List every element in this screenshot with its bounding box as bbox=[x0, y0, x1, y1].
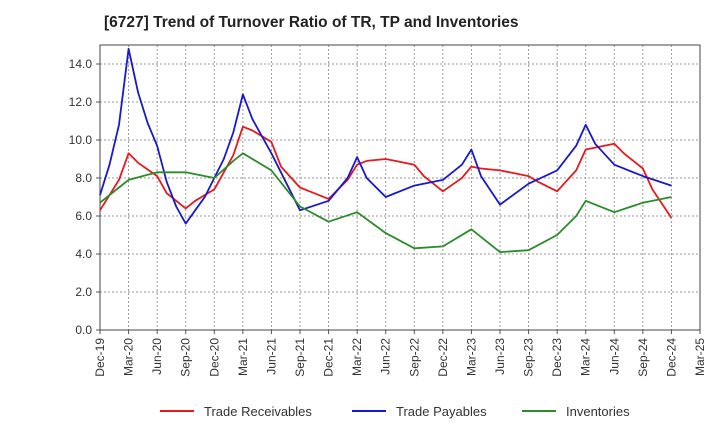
series-lines bbox=[99, 47, 673, 254]
y-tick-label: 0.0 bbox=[75, 323, 92, 337]
series-line-trade-payables bbox=[99, 47, 672, 225]
gridlines bbox=[100, 45, 700, 330]
x-tick-label: Sep-22 bbox=[407, 338, 421, 377]
x-tick-label: Mar-25 bbox=[693, 338, 707, 376]
series-line-trade-receivables bbox=[99, 125, 673, 219]
series-line-inventories bbox=[99, 152, 672, 254]
legend: Trade Receivables Trade Payables Inventori… bbox=[160, 404, 630, 419]
y-tick-label: 6.0 bbox=[75, 209, 92, 223]
y-tick-label: 4.0 bbox=[75, 247, 92, 261]
x-tick-label: Dec-22 bbox=[436, 338, 450, 377]
y-tick-label: 12.0 bbox=[69, 95, 93, 109]
x-tick-label: Mar-22 bbox=[350, 338, 364, 376]
x-tick-label: Dec-21 bbox=[322, 338, 336, 377]
x-tick-label: Dec-19 bbox=[93, 338, 107, 377]
plot-frame bbox=[99, 44, 701, 331]
x-tick-label: Jun-20 bbox=[150, 338, 164, 375]
y-tick-label: 8.0 bbox=[75, 171, 92, 185]
axes: 0.0 2.0 4.0 6.0 8.0 10.0 12.0 14.0 Dec-19 Mar-20 J… bbox=[69, 44, 707, 377]
x-tick-label: Dec-23 bbox=[550, 338, 564, 377]
x-tick-label: Mar-20 bbox=[122, 338, 136, 376]
x-tick-label: Sep-23 bbox=[522, 338, 536, 377]
x-tick-label: Mar-24 bbox=[579, 338, 593, 376]
x-tick-label: Sep-24 bbox=[636, 338, 650, 377]
y-tick-label: 2.0 bbox=[75, 285, 92, 299]
x-tick-label: Sep-20 bbox=[179, 338, 193, 377]
x-tick-label: Dec-20 bbox=[207, 338, 221, 377]
x-tick-label: Jun-23 bbox=[493, 338, 507, 375]
x-tick-label: Jun-24 bbox=[607, 338, 621, 375]
x-tick-label: Jun-22 bbox=[379, 338, 393, 375]
legend-label-trade-payables: Trade Payables bbox=[396, 404, 487, 419]
y-tick-label: 10.0 bbox=[69, 133, 93, 147]
y-tick-label: 14.0 bbox=[69, 57, 93, 71]
x-tick-label: Jun-21 bbox=[264, 338, 278, 375]
x-tick-label: Dec-24 bbox=[664, 338, 678, 377]
legend-label-trade-receivables: Trade Receivables bbox=[204, 404, 312, 419]
legend-label-inventories: Inventories bbox=[566, 404, 630, 419]
chart-title: [6727] Trend of Turnover Ratio of TR, TP… bbox=[104, 14, 519, 31]
x-tick-label: Mar-23 bbox=[464, 338, 478, 376]
x-tick-label: Sep-21 bbox=[293, 338, 307, 377]
x-tick-label: Mar-21 bbox=[236, 338, 250, 376]
